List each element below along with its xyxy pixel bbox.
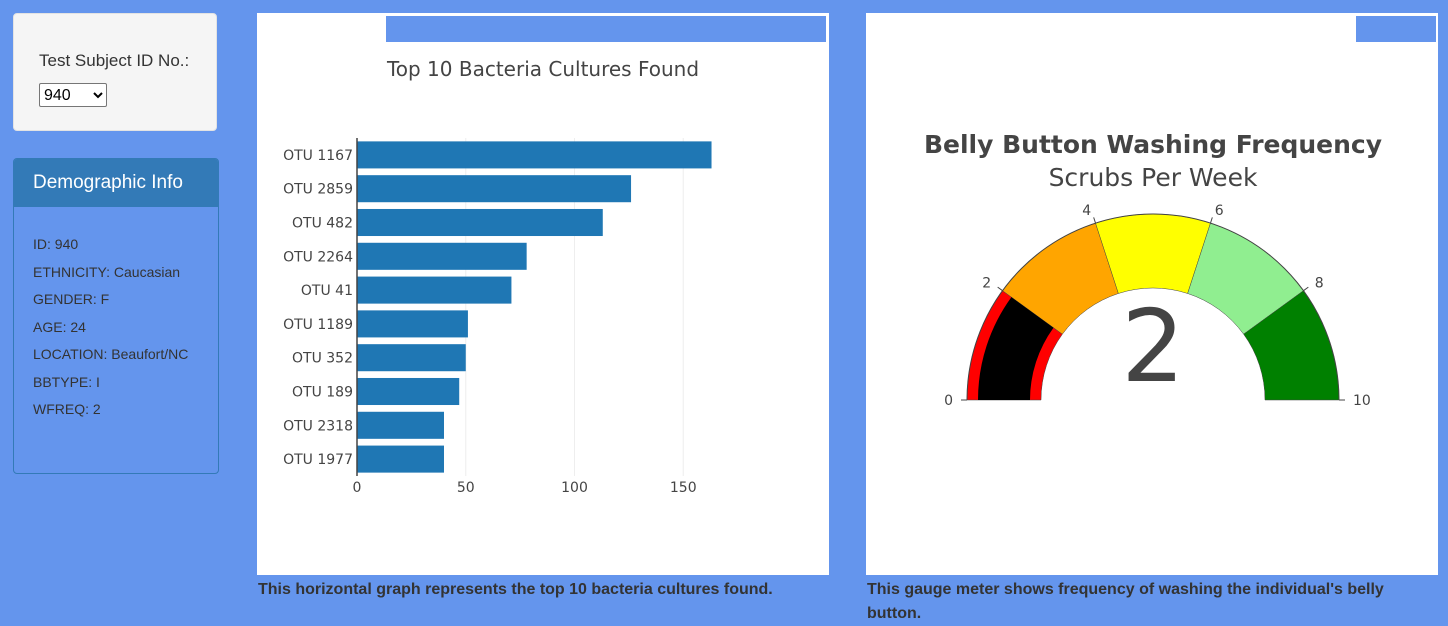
gauge-value-bar — [978, 297, 1054, 400]
demo-age: AGE: 24 — [33, 318, 86, 335]
gauge-tick-label: 4 — [1082, 203, 1091, 219]
gauge-value: 2 — [1121, 288, 1185, 405]
y-tick-label: OTU 2264 — [283, 249, 353, 265]
gauge-tick — [997, 286, 1003, 292]
gauge-tick — [1210, 217, 1213, 224]
bar — [357, 276, 512, 304]
gauge-chart-container: Belly Button Washing Frequency Scrubs Per… — [866, 13, 1438, 575]
x-tick-label: 50 — [457, 480, 475, 496]
y-tick-label: OTU 189 — [292, 385, 353, 401]
gauge-chart-modebar[interactable] — [1356, 16, 1436, 42]
demographic-info-title: Demographic Info — [14, 159, 218, 207]
bar — [357, 377, 460, 406]
subject-selector-panel: Test Subject ID No.: 940 — [13, 13, 217, 131]
gauge-tick-label: 10 — [1353, 393, 1371, 409]
subject-id-label: Test Subject ID No.: — [39, 51, 190, 70]
gauge-chart-caption: This gauge meter shows frequency of wash… — [867, 581, 1384, 622]
y-tick-label: OTU 2859 — [283, 182, 353, 198]
bar-chart-caption: This horizontal graph represents the top… — [258, 581, 773, 598]
gauge-tick-label: 8 — [1315, 275, 1324, 291]
gauge-outline — [966, 213, 1340, 401]
bar-chart-container: Top 10 Bacteria Cultures Found 0 50 100 150 O… — [257, 13, 829, 575]
gauge-tick — [1303, 286, 1309, 292]
x-tick-label: 100 — [561, 480, 588, 496]
bar-chart[interactable]: Top 10 Bacteria Cultures Found 0 50 100 150 O… — [257, 13, 829, 575]
bar-chart-title: Top 10 Bacteria Cultures Found — [386, 57, 699, 81]
bar — [357, 344, 466, 372]
demo-wfreq: WFREQ: 2 — [33, 401, 101, 417]
gauge-tick-label: 6 — [1215, 203, 1224, 219]
y-tick-label: OTU 352 — [292, 351, 353, 367]
bar — [357, 411, 444, 439]
gauge-subtitle: Scrubs Per Week — [1049, 163, 1258, 192]
y-tick-label: OTU 1189 — [283, 317, 353, 333]
demo-id: ID: 940 — [33, 236, 79, 252]
bar — [357, 310, 468, 338]
demographic-info-body: ID: 940 ETHNICITY: Caucasian GENDER: F A… — [14, 207, 218, 417]
x-tick-label: 0 — [353, 480, 362, 496]
gauge-tick-label: 2 — [982, 275, 991, 291]
demo-ethnicity: ETHNICITY: Caucasian — [33, 263, 181, 280]
demographic-info-panel: Demographic Info ID: 940 ETHNICITY: Cauc… — [13, 158, 219, 474]
gauge-title: Belly Button Washing Frequency — [924, 130, 1382, 159]
subject-id-select[interactable]: 940 — [39, 83, 107, 107]
bar-chart-modebar[interactable] — [386, 16, 826, 42]
gauge-chart[interactable]: Belly Button Washing Frequency Scrubs Per… — [866, 13, 1438, 575]
y-tick-label: OTU 1167 — [283, 148, 353, 164]
bar — [357, 208, 603, 237]
demo-location: LOCATION: Beaufort/NC — [33, 346, 189, 362]
gauge-tick-label: 0 — [944, 393, 953, 409]
y-tick-label: OTU 41 — [301, 283, 353, 299]
bar — [357, 141, 712, 169]
bar — [357, 175, 632, 203]
y-tick-label: OTU 2318 — [283, 418, 353, 434]
demo-bbtype: BBTYPE: I — [33, 373, 100, 390]
x-tick-label: 150 — [670, 480, 697, 496]
gauge-tick — [1093, 217, 1096, 224]
bar — [357, 445, 444, 473]
demo-gender: GENDER: F — [33, 291, 110, 307]
bar — [357, 242, 527, 270]
y-tick-label: OTU 1977 — [283, 452, 353, 468]
y-tick-label: OTU 482 — [292, 216, 353, 232]
